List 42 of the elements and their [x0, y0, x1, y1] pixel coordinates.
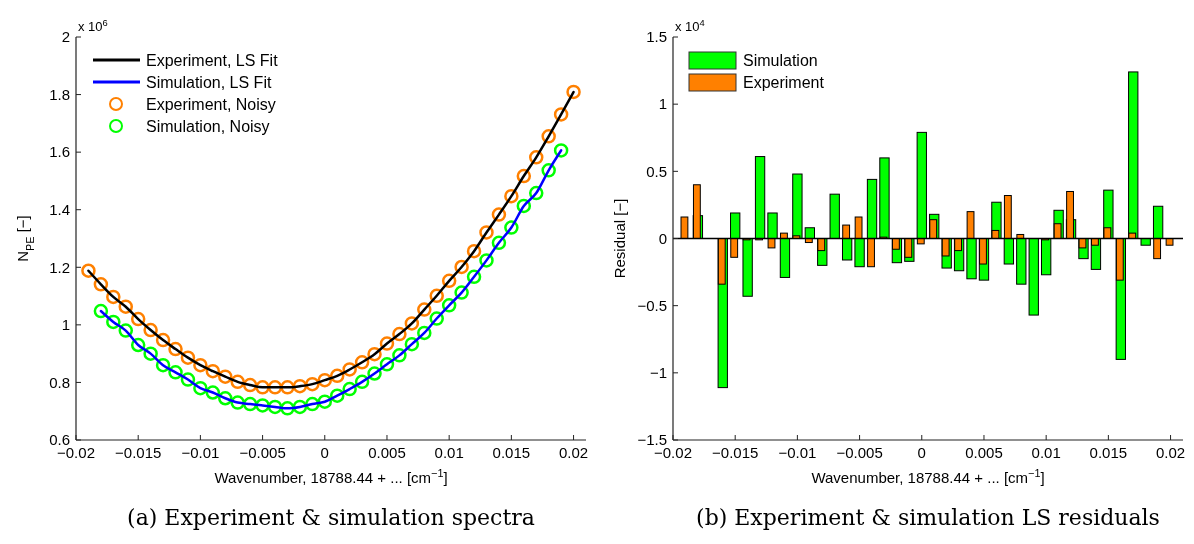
- y-tick-label: 2: [61, 28, 70, 46]
- x-tick-label: 0.02: [558, 444, 589, 461]
- text: x 10$^{6}$: [78, 18, 108, 34]
- y-tick-label: 0.5: [646, 162, 667, 180]
- y-tick-label: −1: [649, 364, 667, 382]
- y-tick-label: 0: [658, 229, 667, 247]
- x-tick-label: −0.015: [115, 444, 162, 461]
- legend-label: Simulation: [743, 51, 818, 69]
- x-axis-title: Wavenumber, 18788.44 + ... [cm$^{−1}$]: [214, 467, 448, 486]
- text: (a) Experiment & simulation spectra: [127, 505, 535, 530]
- legend-label: Simulation, Noisy: [146, 117, 270, 135]
- y-tick-label: 1.2: [49, 258, 70, 276]
- x-tick-label: 0.01: [1031, 444, 1061, 461]
- text: (b) Experiment & simulation LS residuals: [696, 505, 1160, 530]
- legend-label: Simulation, LS Fit: [146, 73, 272, 91]
- y-tick-label: 1.4: [49, 200, 70, 218]
- x-tick-label: 0.005: [965, 444, 1003, 461]
- y-tick-label: 1.5: [646, 28, 667, 46]
- x-tick-label: 0.01: [434, 444, 464, 461]
- y-tick-label: 1.8: [49, 85, 70, 103]
- y-tick-label: 1: [61, 316, 70, 334]
- x-tick-label: 0: [320, 444, 329, 461]
- x-tick-label: −0.005: [239, 444, 286, 461]
- legend-label: Experiment, Noisy: [146, 95, 276, 113]
- x-tick-label: 0.015: [1089, 444, 1128, 461]
- x-tick-label: −0.01: [181, 444, 220, 461]
- x-tick-label: 0.015: [492, 444, 531, 461]
- x-tick-label: 0: [917, 444, 926, 461]
- y-axis-title: Residual [−]: [611, 198, 628, 279]
- x-axis-title: Wavenumber, 18788.44 + ... [cm$^{−1}$]: [811, 467, 1045, 486]
- x-tick-label: −0.01: [778, 444, 817, 461]
- y-tick-label: 0.8: [49, 373, 70, 391]
- x-tick-label: −0.005: [836, 444, 883, 461]
- x-tick-label: −0.015: [712, 444, 759, 461]
- y-tick-label: −0.5: [637, 296, 667, 314]
- y-tick-label: 1: [658, 95, 667, 113]
- x-tick-label: 0.02: [1155, 444, 1186, 461]
- legend-label: Experiment: [743, 73, 825, 91]
- text: x 10$^{4}$: [675, 18, 705, 34]
- y-tick-label: 1.6: [49, 143, 70, 161]
- legend-label: Experiment, LS Fit: [146, 51, 279, 69]
- x-tick-label: 0.005: [368, 444, 406, 461]
